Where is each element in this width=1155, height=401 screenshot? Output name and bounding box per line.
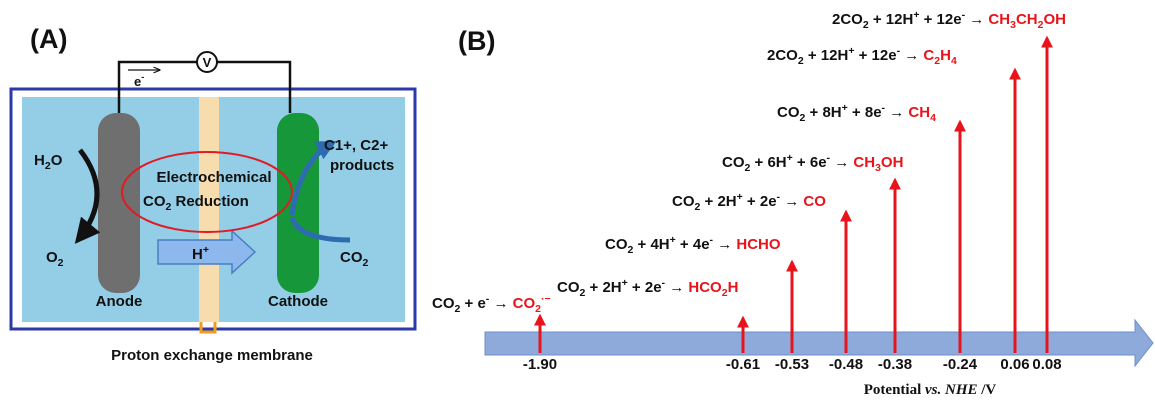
text-part: + 4e [676, 236, 710, 253]
text-part: C [923, 47, 934, 64]
potential-label: -0.53 [775, 356, 809, 373]
text-part: H [940, 47, 951, 64]
text-part: + 2H [585, 279, 621, 296]
text-part: O [46, 249, 58, 266]
reaction: CO2 + 2H+ + 2e- → HCO2H [557, 277, 738, 299]
electron-label: e- [134, 72, 144, 89]
text-part: CO [605, 236, 628, 253]
text-part: O [51, 152, 63, 169]
text-part: + 12e [854, 47, 896, 64]
text-part: + 2H [700, 193, 736, 210]
text-part: CO [557, 279, 580, 296]
text-part: CH [908, 104, 930, 121]
cathode-electrode [277, 113, 319, 293]
text-part: CO [432, 295, 455, 312]
text-part: → [830, 154, 853, 171]
text-part: 2 [363, 257, 369, 269]
reaction: CO2 + e- → CO2·− [432, 293, 551, 315]
text-part: + 2e [743, 193, 777, 210]
reaction: 2CO2 + 12H+ + 12e- → CH3CH2OH [832, 9, 1066, 31]
text-part: OH [881, 154, 904, 171]
panel-a: (A) V e- H2O O2 Anode Cathode C1+, C2+ p… [11, 24, 415, 364]
reaction: CO2 + 2H+ + 2e- → CO [672, 191, 826, 213]
text-part: H [728, 279, 739, 296]
potential-label: -0.24 [943, 356, 978, 373]
text-part: CO [672, 193, 695, 210]
text-part: 2 [58, 257, 64, 269]
text-part: → [965, 11, 988, 28]
potential-label: -0.61 [726, 356, 760, 373]
text-part: CO [513, 295, 536, 312]
text-part: vs. NHE [925, 382, 978, 398]
potential-label: 0.06 [1000, 356, 1029, 373]
membrane-label: Proton exchange membrane [111, 347, 313, 364]
page: {"panel_a": {"label": "(A)", "meter": "V… [0, 0, 1155, 401]
potential-label: 0.08 [1032, 356, 1061, 373]
panel-b: (B) Potential vs. NHE /V -1.90 CO2 + e- →… [432, 9, 1153, 398]
text-part: H [192, 246, 203, 263]
potential-label: -0.38 [878, 356, 912, 373]
text-part: + [203, 244, 209, 256]
membrane-clip [201, 322, 215, 332]
text-part: /V [978, 382, 997, 398]
figure: (A) V e- H2O O2 Anode Cathode C1+, C2+ p… [0, 0, 1155, 401]
reaction: CO2 + 8H+ + 8e- → CH4 [777, 102, 936, 124]
products-label: products [330, 157, 394, 174]
text-part: Reduction [171, 193, 249, 210]
panel-label: (A) [30, 24, 67, 54]
cathode-label: Cathode [268, 293, 328, 310]
panel-label: (B) [458, 26, 495, 56]
text-part: H [34, 152, 45, 169]
text-part: + 8e [848, 104, 882, 121]
text-part: → [713, 236, 736, 253]
text-part: + 12e [919, 11, 961, 28]
text-part: → [780, 193, 803, 210]
text-part: + 12H [804, 47, 849, 64]
text-part: + 12H [869, 11, 914, 28]
text-part: → [489, 295, 512, 312]
text-part: - [141, 72, 144, 82]
text-part: 4 [951, 55, 957, 67]
text-part: + 6H [750, 154, 786, 171]
reaction: CO2 + 4H+ + 4e- → HCHO [605, 234, 781, 256]
text-part: CO [722, 154, 745, 171]
potential-label: -1.90 [523, 356, 557, 373]
text-part: CO [143, 193, 166, 210]
text-part: CO [340, 249, 363, 266]
potential-label: -0.48 [829, 356, 863, 373]
reaction: CO2 + 6H+ + 6e- → CH3OH [722, 152, 903, 174]
text-part: + 4H [633, 236, 669, 253]
text-part: CH [1016, 11, 1038, 28]
text-part: HCO [688, 279, 722, 296]
axis-title: Potential vs. NHE /V [864, 382, 997, 398]
text-part: CO [803, 193, 826, 210]
reduction-label: Electrochemical [156, 169, 271, 186]
text-part: + 2e [628, 279, 662, 296]
text-part: 2CO [767, 47, 798, 64]
text-part: → [885, 104, 908, 121]
voltmeter-label: V [203, 55, 212, 70]
text-part: CH [853, 154, 875, 171]
text-part: + 6e [793, 154, 827, 171]
text-part: HCHO [736, 236, 780, 253]
text-part: CH [988, 11, 1010, 28]
text-part: 4 [930, 112, 936, 124]
text-part: ·− [541, 293, 551, 305]
text-part: → [900, 47, 923, 64]
text-part: + e [460, 295, 485, 312]
anode-electrode [98, 113, 140, 293]
text-part: Potential [864, 382, 925, 398]
products-label: C1+, C2+ [324, 137, 388, 154]
text-part: + 8H [805, 104, 841, 121]
text-part: OH [1043, 11, 1066, 28]
text-part: CO [777, 104, 800, 121]
anode-label: Anode [96, 293, 143, 310]
reaction: 2CO2 + 12H+ + 12e- → C2H4 [767, 45, 957, 67]
text-part: → [665, 279, 688, 296]
text-part: 2CO [832, 11, 863, 28]
text-part: e [134, 74, 141, 89]
